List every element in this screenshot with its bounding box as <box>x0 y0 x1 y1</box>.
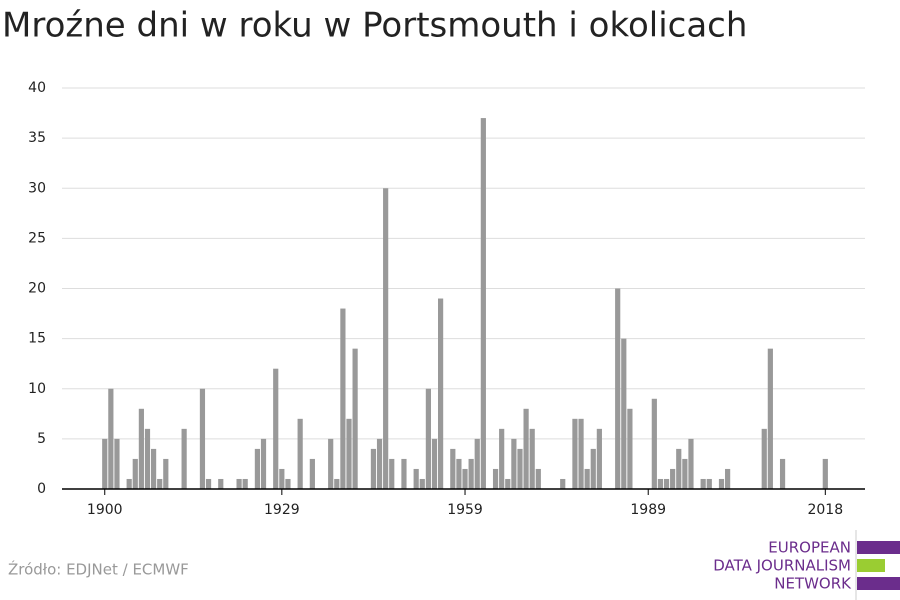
bar <box>615 288 621 489</box>
y-tick-label: 10 <box>28 381 46 397</box>
bar <box>492 468 499 489</box>
bar <box>352 348 358 489</box>
bar <box>657 478 664 489</box>
y-tick-label: 35 <box>28 130 46 146</box>
bar <box>413 468 419 489</box>
bar <box>761 428 767 489</box>
bar <box>505 478 511 489</box>
bar <box>419 478 425 489</box>
logo-text: NETWORK <box>774 575 852 593</box>
source: Źródło: EDJNet / ECMWF <box>8 560 189 579</box>
bar <box>132 458 138 489</box>
bar <box>334 478 340 489</box>
bar <box>700 478 706 489</box>
bar <box>767 348 773 489</box>
bar <box>499 428 505 489</box>
y-tick-label: 25 <box>28 230 46 246</box>
bar <box>236 478 242 489</box>
bar <box>578 418 584 489</box>
bar <box>297 418 303 489</box>
bar <box>346 418 352 489</box>
bar <box>340 308 346 489</box>
x-tick-label: 1989 <box>630 502 666 518</box>
bar <box>108 388 114 489</box>
bar <box>670 468 676 489</box>
logo-bar <box>857 577 900 590</box>
y-tick-label: 40 <box>28 80 46 96</box>
bar <box>535 468 541 489</box>
bar <box>383 188 389 489</box>
bar <box>718 478 725 489</box>
bar <box>309 458 315 489</box>
y-tick-label: 20 <box>28 281 46 297</box>
x-tick-label: 2018 <box>807 502 843 518</box>
bar <box>328 438 334 489</box>
bar <box>199 388 206 489</box>
bar <box>462 468 468 489</box>
bar <box>584 468 590 489</box>
logo-bar <box>857 541 900 554</box>
bar <box>468 458 474 489</box>
bar <box>126 478 132 489</box>
x-tick-label: 1959 <box>447 502 483 518</box>
bar <box>511 438 517 489</box>
bar <box>151 448 157 489</box>
bar <box>114 438 120 489</box>
bar <box>285 478 291 489</box>
bar <box>254 448 261 489</box>
bar <box>157 478 163 489</box>
x-tick-label: 1929 <box>264 502 300 518</box>
bar <box>376 438 383 489</box>
bar <box>725 468 731 489</box>
bar <box>102 438 108 489</box>
bar <box>474 438 480 489</box>
bar <box>456 458 462 489</box>
logo-text: DATA JOURNALISM <box>713 557 851 575</box>
bar <box>181 428 187 489</box>
y-tick-label: 30 <box>28 180 46 196</box>
bar <box>596 428 602 489</box>
y-tick-label: 0 <box>37 481 46 497</box>
bar <box>529 428 535 489</box>
logo-text: EUROPEAN <box>768 539 851 557</box>
bar <box>706 478 712 489</box>
bar <box>218 478 224 489</box>
bar <box>279 468 285 489</box>
bar <box>438 298 444 489</box>
bar <box>205 478 212 489</box>
bar <box>627 408 633 489</box>
bar <box>676 448 682 489</box>
bar <box>401 458 407 489</box>
bar <box>560 478 566 489</box>
bar <box>431 438 438 489</box>
bar <box>480 118 486 489</box>
bar <box>779 458 786 489</box>
bar <box>370 448 377 489</box>
bar <box>163 458 169 489</box>
bar <box>144 428 151 489</box>
bar <box>822 458 828 489</box>
bar <box>389 458 395 489</box>
bar <box>621 338 627 489</box>
bar <box>138 408 144 489</box>
bar <box>663 478 670 489</box>
bar <box>260 438 267 489</box>
x-tick-label: 1900 <box>87 502 123 518</box>
bar <box>273 368 279 489</box>
chart-title: Mroźne dni w roku w Portsmouth i okolica… <box>2 6 747 46</box>
bar <box>242 478 248 489</box>
bar <box>590 448 596 489</box>
bar <box>651 398 657 489</box>
bar <box>572 418 578 489</box>
logo-bar <box>857 559 885 572</box>
bar <box>517 448 523 489</box>
y-tick-label: 5 <box>37 431 46 447</box>
bar <box>523 408 529 489</box>
y-tick-label: 15 <box>28 331 46 347</box>
bar <box>450 448 456 489</box>
bar <box>682 458 688 489</box>
bar <box>688 438 694 489</box>
bar <box>425 388 431 489</box>
